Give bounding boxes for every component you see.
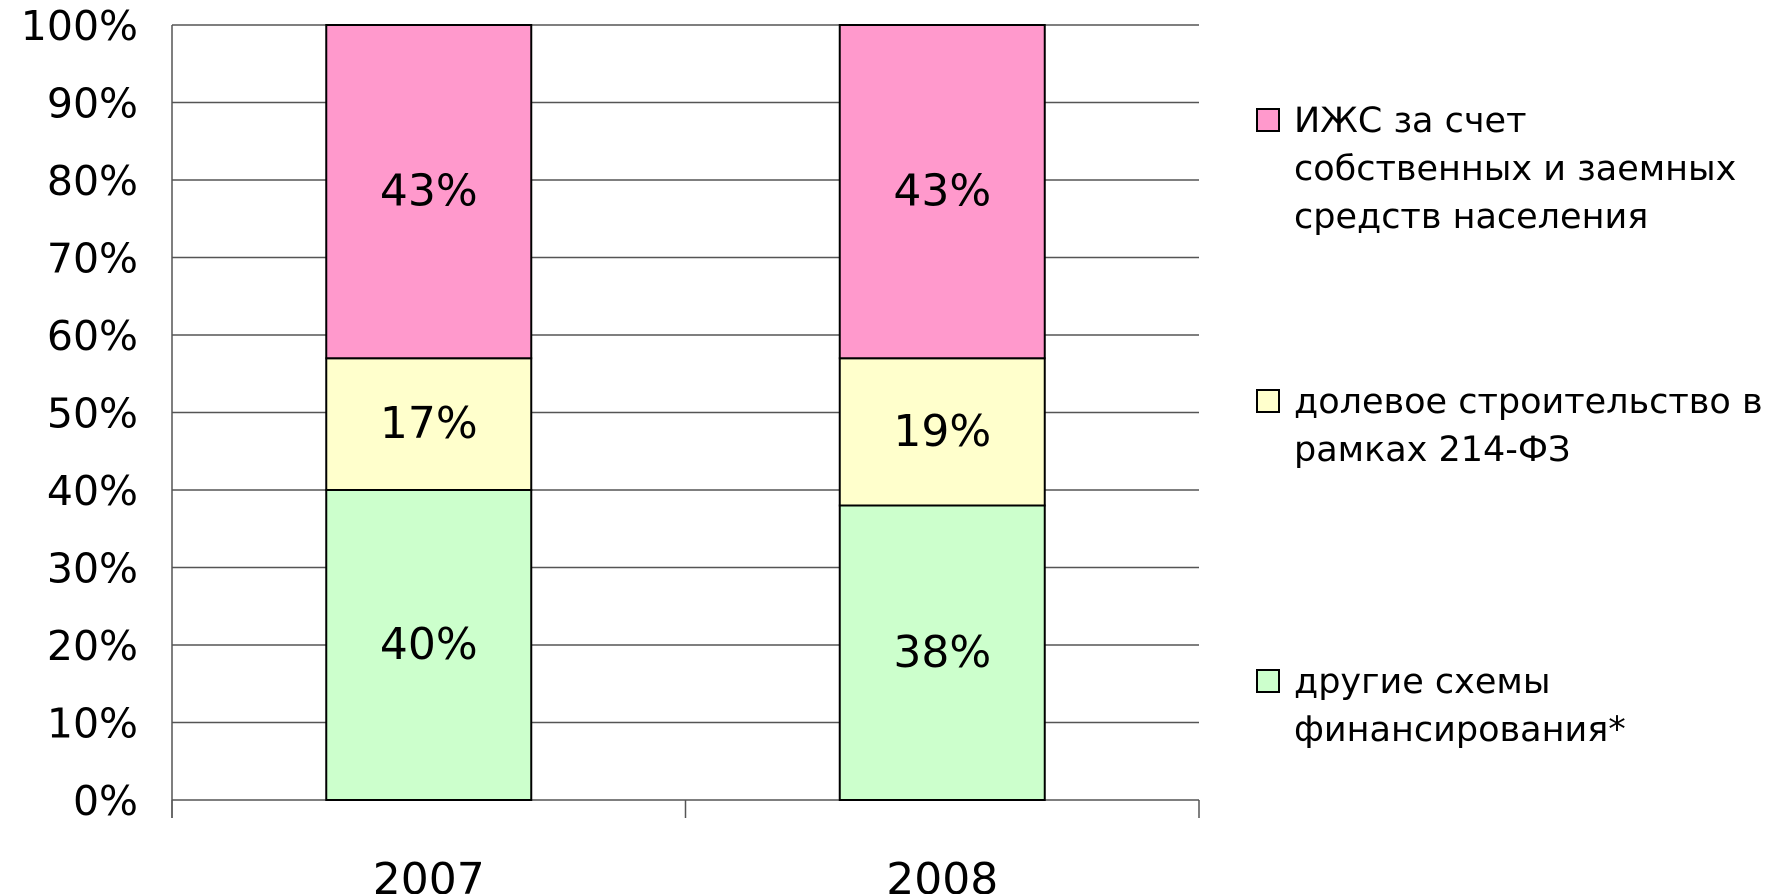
data-label: 19%	[893, 406, 991, 457]
y-tick-label: 90%	[47, 80, 138, 128]
legend-item: долевое строительство в рамках 214-ФЗ	[1256, 378, 1776, 474]
y-tick-label: 80%	[47, 157, 138, 205]
y-tick-label: 40%	[47, 467, 138, 515]
y-tick-label: 20%	[47, 622, 138, 670]
bar-segment	[325, 357, 533, 491]
x-tick-label: 2008	[886, 854, 998, 894]
y-tick-label: 50%	[47, 390, 138, 438]
data-label: 43%	[380, 166, 478, 217]
legend-swatch	[1256, 669, 1280, 693]
data-label: 38%	[893, 627, 991, 678]
y-tick-label: 10%	[47, 700, 138, 748]
legend-label: долевое строительство в рамках 214-ФЗ	[1294, 382, 1763, 470]
legend-item: ИЖС за счет собственных и заемных средст…	[1256, 97, 1776, 241]
data-label: 40%	[380, 619, 478, 670]
y-tick-label: 60%	[47, 312, 138, 360]
x-tick-label: 2007	[373, 854, 485, 894]
y-tick-label: 100%	[21, 2, 138, 50]
bar-segment	[325, 24, 533, 360]
legend-item: другие схемы финансирования*	[1256, 658, 1776, 754]
y-tick-label: 70%	[47, 235, 138, 283]
y-tick-label: 0%	[73, 777, 138, 825]
legend-swatch	[1256, 389, 1280, 413]
bar-segment	[838, 357, 1046, 507]
legend-swatch	[1256, 108, 1280, 132]
legend-label: ИЖС за счет собственных и заемных средст…	[1294, 101, 1737, 237]
y-tick-label: 30%	[47, 545, 138, 593]
data-label: 17%	[380, 398, 478, 449]
bar-segment	[838, 24, 1046, 360]
legend-label: другие схемы финансирования*	[1294, 662, 1626, 750]
data-label: 43%	[893, 166, 991, 217]
bar-segment	[838, 504, 1046, 801]
bar-segment	[325, 489, 533, 801]
